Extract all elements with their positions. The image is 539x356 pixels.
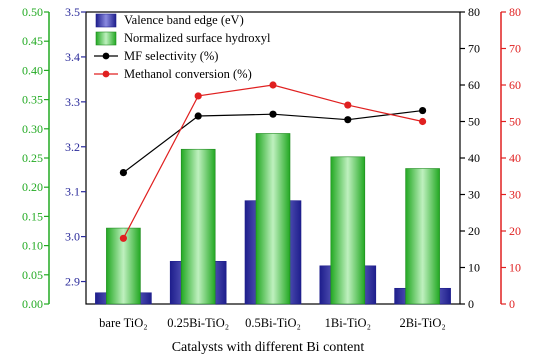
bar-surface-hydroxyl (255, 133, 291, 305)
point-mf-selectivity (269, 110, 277, 118)
point-mf-selectivity (419, 106, 427, 115)
x-tick-label: 0.5Bi-TiO₂ (245, 316, 301, 330)
right-outer-axis-tick-label: 0 (509, 297, 515, 311)
left-outer-axis-tick-label: 0.00 (22, 297, 43, 311)
right-outer-axis-tick-label: 40 (509, 151, 521, 165)
legend-swatch (95, 31, 117, 46)
axes: 0.00 0.05 0.10 0.15 0.20 0.25 0.30 0.35 0.40 0.45… (22, 5, 521, 311)
left-inner-axis-tick-label: 3.3 (65, 95, 80, 109)
right-outer-axis-tick-label: 20 (509, 224, 521, 238)
left-inner-axis: 2.9 3.0 3.1 3.2 3.3 3.4 3.5 (65, 5, 86, 289)
right-inner-axis-tick-label: 20 (468, 224, 480, 238)
left-outer-axis-tick-label: 0.25 (22, 151, 43, 165)
left-inner-axis-tick-label: 3.2 (65, 140, 80, 154)
left-inner-axis-tick-label: 3.4 (65, 50, 80, 64)
left-outer-axis-tick-label: 0.05 (22, 268, 43, 282)
right-outer-axis-tick-label: 50 (509, 115, 521, 129)
left-outer-axis: 0.00 0.05 0.10 0.15 0.20 0.25 0.30 0.35 0.40 0.45… (22, 5, 50, 311)
left-outer-axis-tick-label: 0.50 (22, 5, 43, 19)
x-tick-label: 1Bi-TiO₂ (325, 316, 371, 330)
right-inner-axis-tick-label: 30 (468, 188, 480, 202)
right-outer-axis-tick-label: 10 (509, 261, 521, 275)
legend-entry: MF selectivity (%) (94, 49, 218, 63)
legend-entry: Normalized surface hydroxyl (95, 31, 271, 46)
point-methanol-conversion (269, 81, 277, 89)
x-tick-label: bare TiO₂ (99, 316, 147, 330)
left-outer-axis-tick-label: 0.45 (22, 34, 43, 48)
category-labels: bare TiO₂ 0.25Bi-TiO₂ 0.5Bi-TiO₂ 1Bi-TiO₂ 2B… (99, 316, 446, 330)
left-inner-axis-tick-label: 3.0 (65, 230, 80, 244)
right-inner-axis-tick-label: 60 (468, 78, 480, 92)
legend-label: MF selectivity (%) (124, 49, 218, 63)
legend-entry: Methanol conversion (%) (94, 67, 252, 81)
right-outer-axis-tick-label: 30 (509, 188, 521, 202)
point-methanol-conversion (344, 101, 352, 109)
x-tick-label: 2Bi-TiO₂ (399, 316, 445, 330)
left-outer-axis-tick-label: 0.40 (22, 63, 43, 77)
legend: Valence band edge (eV) Normalized surface… (94, 13, 271, 81)
left-outer-axis-tick-label: 0.30 (22, 122, 43, 136)
bar-surface-hydroxyl (405, 168, 440, 305)
right-outer-axis-tick-label: 60 (509, 78, 521, 92)
right-outer-axis-tick-label: 80 (509, 5, 521, 19)
point-mf-selectivity (119, 169, 127, 177)
right-inner-axis-tick-label: 40 (468, 151, 480, 165)
left-outer-axis-tick-label: 0.15 (22, 209, 43, 223)
point-mf-selectivity (344, 116, 352, 124)
left-inner-axis-tick-label: 3.1 (65, 185, 80, 199)
legend-label: Methanol conversion (%) (124, 67, 252, 81)
bars (95, 133, 451, 305)
legend-swatch (95, 13, 117, 28)
right-outer-axis-tick-label: 70 (509, 42, 521, 56)
point-mf-selectivity (194, 112, 202, 120)
left-inner-axis-tick-label: 2.9 (65, 275, 80, 289)
right-inner-axis: 0 10 20 30 40 50 60 70 80 (460, 5, 480, 311)
right-inner-axis-tick-label: 0 (468, 297, 474, 311)
point-methanol-conversion (194, 92, 202, 100)
legend-label: Valence band edge (eV) (124, 13, 244, 27)
left-inner-axis-tick-label: 3.5 (65, 5, 80, 19)
x-tick-label: 0.25Bi-TiO₂ (167, 316, 229, 330)
lines (119, 81, 427, 242)
right-inner-axis-tick-label: 10 (468, 261, 480, 275)
right-outer-axis: 0 10 20 30 40 50 60 70 80 (500, 5, 521, 311)
point-methanol-conversion (419, 117, 427, 126)
legend-marker (102, 52, 110, 60)
x-axis-title: Catalysts with different Bi content (172, 340, 365, 355)
legend-marker (102, 70, 110, 78)
point-methanol-conversion (119, 234, 127, 242)
bar-surface-hydroxyl (330, 156, 366, 305)
left-outer-axis-tick-label: 0.20 (22, 180, 43, 194)
left-outer-axis-tick-label: 0.10 (22, 239, 43, 253)
legend-label: Normalized surface hydroxyl (124, 31, 271, 45)
left-outer-axis-tick-label: 0.35 (22, 93, 43, 107)
bar-surface-hydroxyl (180, 148, 216, 305)
legend-entry: Valence band edge (eV) (95, 13, 244, 28)
right-inner-axis-tick-label: 50 (468, 115, 480, 129)
right-inner-axis-tick-label: 80 (468, 5, 480, 19)
right-inner-axis-tick-label: 70 (468, 42, 480, 56)
